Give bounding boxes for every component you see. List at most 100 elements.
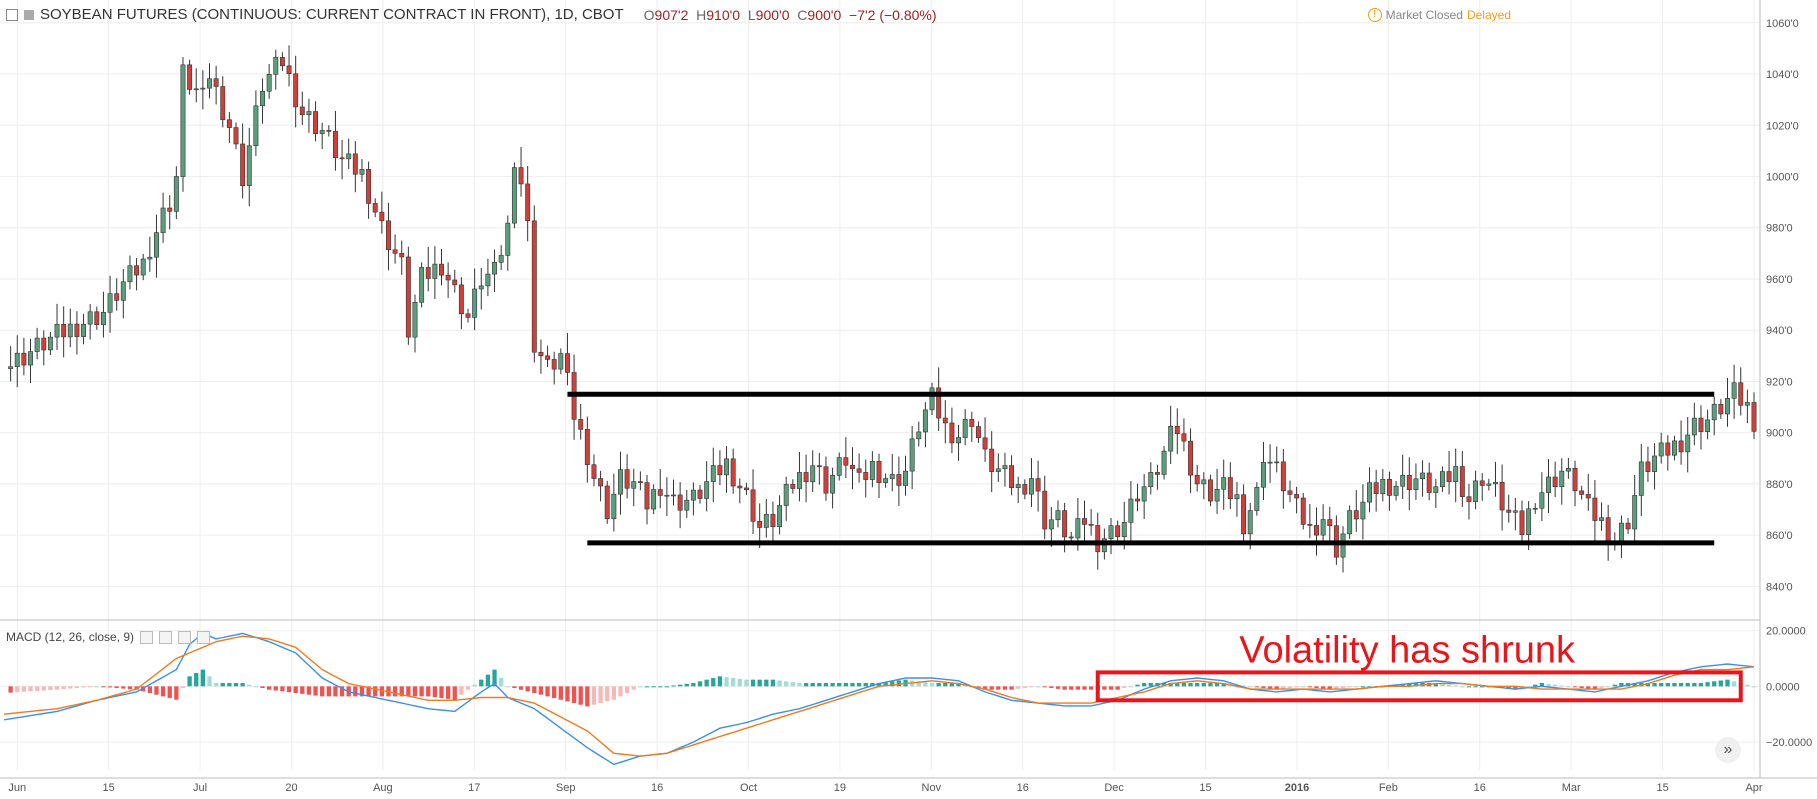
macd-histogram-bar — [1128, 686, 1134, 688]
candle-body — [1526, 508, 1532, 535]
time-tick-label: 19 — [834, 782, 846, 794]
macd-histogram-bar — [1645, 683, 1651, 687]
symbol-title[interactable]: SOYBEAN FUTURES (CONTINUOUS: CURRENT CON… — [40, 6, 624, 23]
candle-body — [193, 88, 199, 91]
candle-body — [1174, 425, 1180, 435]
candle-body — [677, 494, 683, 511]
candle-body — [598, 478, 604, 487]
candle-body — [1386, 479, 1392, 496]
candle-body — [253, 105, 259, 147]
candle-body — [1559, 470, 1565, 488]
candle-body — [160, 207, 166, 233]
candle-body — [783, 484, 789, 506]
candle-body — [1632, 495, 1638, 530]
candle-body — [1658, 442, 1664, 457]
candle-body — [1725, 398, 1730, 415]
macd-histogram-bar — [724, 677, 729, 687]
macd-histogram-bar — [890, 681, 895, 687]
macd-histogram-bar — [1055, 686, 1061, 689]
candle-body — [1267, 461, 1273, 464]
macd-histogram-bar — [651, 686, 656, 688]
candle-body — [1108, 525, 1114, 540]
candle-body — [631, 481, 637, 489]
scroll-to-end-button[interactable]: » — [1715, 737, 1741, 763]
candle-body — [770, 514, 776, 527]
candle-body — [1446, 471, 1452, 482]
settings-icon[interactable] — [159, 630, 173, 644]
macd-histogram-bar — [711, 677, 716, 687]
candle-body — [107, 293, 113, 313]
candle-body — [319, 130, 325, 134]
macd-histogram-bar — [114, 686, 119, 689]
macd-histogram-bar — [1473, 686, 1478, 688]
candle-body — [1599, 517, 1604, 521]
candle-body — [591, 464, 597, 479]
macd-histogram-bar — [213, 683, 219, 687]
macd-histogram-bar — [160, 686, 166, 697]
candle-body — [637, 481, 643, 483]
macd-histogram-bar — [187, 676, 192, 687]
candle-body — [1154, 472, 1160, 475]
eye-icon[interactable] — [140, 630, 154, 644]
candle-body — [836, 457, 842, 476]
macd-histogram-bar — [982, 686, 988, 690]
macd-histogram-bar — [233, 683, 239, 687]
candle-body — [498, 255, 504, 263]
candle-body — [220, 86, 226, 121]
macd-histogram-bar — [399, 686, 404, 697]
macd-histogram-bar — [585, 686, 590, 707]
macd-histogram-bar — [1301, 686, 1306, 688]
candle-body — [1439, 471, 1445, 488]
candle-body — [909, 438, 915, 472]
macd-histogram-bar — [54, 686, 60, 690]
macd-histogram-bar — [618, 686, 623, 697]
candle-body — [1413, 478, 1419, 491]
candle-body — [1075, 518, 1081, 539]
macd-histogram-bar — [677, 684, 683, 687]
macd-histogram-bar — [359, 686, 365, 697]
candle-body — [664, 494, 670, 497]
candle-body — [505, 222, 511, 256]
macd-histogram-bar — [147, 686, 152, 694]
macd-histogram-bar — [107, 686, 113, 688]
candle-body — [1340, 533, 1346, 558]
macd-histogram-bar — [697, 681, 703, 687]
candle-body — [1579, 490, 1585, 495]
candle-body — [1638, 461, 1644, 496]
candlestick-series — [8, 45, 1757, 573]
macd-histogram-bar — [1069, 686, 1074, 690]
macd-histogram-bar — [505, 686, 510, 688]
macd-title[interactable]: MACD (12, 26, close, 9) — [6, 630, 135, 644]
candle-body — [922, 409, 928, 433]
macd-histogram-bar — [863, 683, 868, 687]
macd-histogram-bar — [207, 676, 212, 687]
macd-histogram-bar — [499, 677, 504, 687]
candle-body — [339, 157, 345, 160]
macd-histogram-bar — [74, 686, 80, 689]
warning-icon[interactable]: ! — [1367, 8, 1382, 22]
macd-tick-label: −20.0000 — [1766, 737, 1812, 749]
candle-body — [843, 457, 849, 466]
collapse-icon[interactable] — [6, 8, 18, 21]
candle-body — [1082, 518, 1087, 525]
candle-body — [657, 489, 663, 496]
macd-panel: Volatility has shrunk — [3, 629, 1757, 766]
more-icon[interactable] — [197, 630, 211, 644]
time-tick-label: 15 — [103, 782, 115, 794]
candle-body — [1652, 455, 1658, 472]
macd-histogram-bar — [578, 686, 583, 705]
candle-body — [1068, 536, 1074, 539]
macd-histogram-bar — [445, 686, 451, 699]
candle-body — [465, 313, 471, 318]
close-icon[interactable] — [178, 630, 192, 644]
price-tick-label: 980'0 — [1766, 223, 1793, 235]
candle-body — [797, 472, 802, 489]
macd-histogram-bar — [1181, 683, 1187, 687]
candle-body — [1353, 510, 1359, 520]
candle-body — [704, 481, 710, 499]
macd-histogram-bar — [339, 686, 345, 697]
candle-body — [962, 419, 968, 438]
macd-histogram-bar — [883, 682, 888, 687]
candle-body — [1751, 402, 1757, 432]
